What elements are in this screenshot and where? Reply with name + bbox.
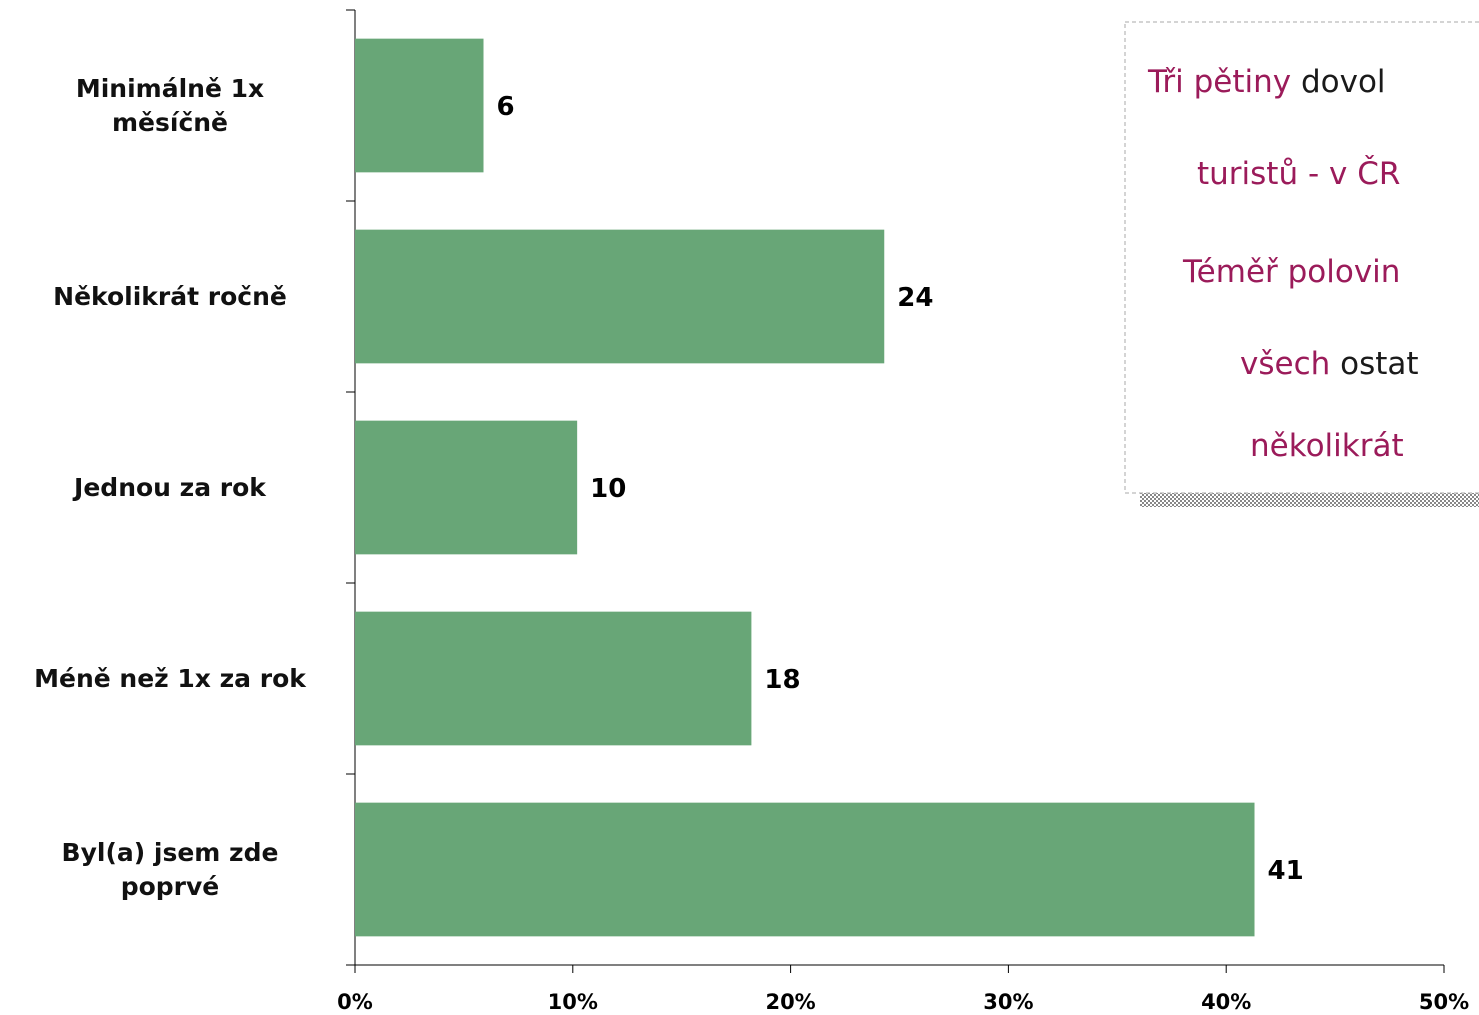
bar — [355, 611, 752, 746]
annotation-segment: dovol — [1291, 64, 1385, 100]
annotation-line: Tři pětiny dovol — [1147, 64, 1386, 100]
y-tick-label: Méně než 1x za rok — [34, 663, 306, 693]
box-shadow — [1140, 493, 1479, 507]
annotation-line: všech ostat — [1240, 346, 1419, 382]
annotation-line: několikrát — [1250, 428, 1404, 464]
bar — [355, 802, 1255, 937]
bar — [355, 229, 885, 364]
annotation-segment: ostat — [1330, 346, 1418, 382]
x-tick-label: 20% — [765, 990, 815, 1014]
value-label: 41 — [1268, 856, 1304, 886]
annotation-segment: Tři pětiny — [1147, 64, 1291, 100]
value-label: 10 — [590, 474, 626, 504]
y-tick-label: Minimálně 1x měsíčně — [75, 73, 265, 137]
x-tick-label: 30% — [983, 990, 1033, 1014]
y-tick-label: Byl(a) jsem zde poprvé — [61, 837, 279, 901]
value-label: 18 — [764, 665, 800, 695]
bar — [355, 420, 578, 555]
annotation-line: Téměř polovin — [1182, 254, 1400, 290]
x-tick-label: 50% — [1419, 990, 1469, 1014]
annotation-line: turistů - v ČR — [1197, 155, 1400, 192]
annotation-segment: turistů - v ČR — [1197, 155, 1400, 192]
x-tick-label: 40% — [1201, 990, 1251, 1014]
annotation-segment: všech — [1240, 346, 1330, 382]
value-label: 24 — [897, 283, 933, 313]
x-tick-label: 0% — [337, 990, 373, 1014]
value-label: 6 — [497, 92, 515, 122]
annotation-box — [1124, 21, 1479, 494]
annotation-segment: Téměř polovin — [1182, 254, 1400, 290]
x-tick-label: 10% — [548, 990, 598, 1014]
annotation-segment: několikrát — [1250, 428, 1404, 464]
y-tick-label: Jednou za rok — [74, 472, 266, 502]
y-tick-label: Několikrát ročně — [53, 281, 287, 311]
bar — [355, 38, 484, 173]
